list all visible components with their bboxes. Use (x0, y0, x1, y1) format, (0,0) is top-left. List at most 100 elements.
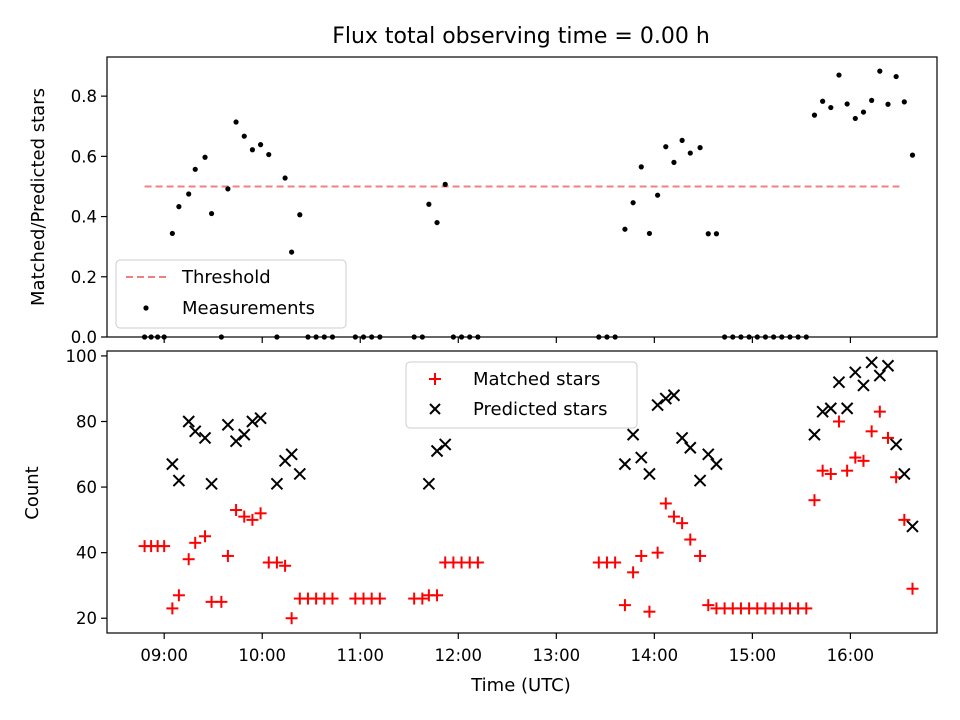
bottom-x-axis: 09:00 10:00 11:00 12:00 13:00 14:00 15:00 16:00 (140, 633, 874, 665)
matched-star-point (808, 494, 821, 507)
predicted-star-point (246, 415, 259, 428)
predicted-star-point (816, 405, 829, 418)
top-plot-area: 0.0 0.2 0.4 0.6 0.8 (71, 56, 938, 347)
matched-star-point (667, 510, 680, 523)
legend-predicted-swatch (429, 403, 441, 415)
bottom-x-tick-label: 14:00 (631, 646, 679, 665)
predicted-star-point (618, 457, 632, 471)
predicted-stars-series (166, 356, 919, 533)
matched-star-point (702, 599, 715, 612)
predicted-star-point (808, 428, 821, 441)
matched-star-point (285, 612, 298, 625)
predicted-star-point (270, 477, 284, 491)
matched-star-point (221, 549, 234, 562)
matched-star-point (898, 513, 911, 526)
measurement-point (646, 230, 653, 237)
legend-threshold-label: Threshold (181, 267, 271, 288)
legend-measurements-label: Measurements (182, 298, 315, 319)
predicted-star-point (702, 448, 715, 461)
top-axes-frame (106, 56, 938, 338)
measurement-point (442, 181, 448, 187)
measurement-point (687, 150, 693, 156)
top-y-tick-label: 0.8 (71, 87, 97, 106)
matched-star-point (906, 582, 919, 595)
matched-star-point (659, 497, 672, 510)
measurement-point (705, 231, 711, 237)
measurement-point (901, 99, 907, 105)
matched-star-point (841, 464, 854, 477)
measurement-point (186, 191, 192, 197)
predicted-star-point (898, 467, 911, 481)
bottom-x-tick-label: 13:00 (533, 646, 581, 665)
measurement-point (630, 200, 636, 206)
measurement-point (192, 166, 198, 172)
bottom-y-tick-label: 80 (76, 413, 97, 432)
bottom-x-tick-label: 11:00 (336, 646, 384, 665)
predicted-star-point (172, 474, 186, 487)
predicted-star-point (182, 415, 195, 428)
top-legend: Threshold Measurements (115, 259, 347, 329)
predicted-star-point (840, 402, 854, 415)
legend-measurements-swatch (143, 305, 149, 311)
predicted-star-point (873, 369, 887, 382)
matched-star-point (158, 540, 171, 553)
bottom-axes-frame (106, 350, 938, 634)
bottom-x-tick-label: 12:00 (434, 646, 482, 665)
predicted-star-point (205, 477, 218, 491)
matched-stars-series (138, 405, 919, 625)
matched-star-point (270, 556, 283, 569)
matched-star-point (471, 556, 484, 569)
top-y-tick-label: 0.0 (71, 328, 97, 347)
predicted-star-point (857, 379, 870, 392)
matched-star-point (431, 589, 444, 602)
predicted-star-point (849, 366, 862, 379)
measurement-point (289, 249, 295, 255)
matched-star-point (881, 431, 894, 444)
predicted-star-point (189, 425, 202, 438)
matched-star-point (849, 451, 862, 464)
top-y-tick-label: 0.6 (71, 147, 97, 166)
matched-star-point (254, 507, 267, 520)
predicted-star-point (238, 428, 251, 441)
top-legend-box (115, 259, 347, 329)
measurement-point (869, 97, 875, 103)
measurement-point (877, 68, 883, 74)
predicted-star-point (198, 431, 212, 445)
measurement-point (169, 230, 175, 237)
measurement-point (697, 145, 703, 151)
matched-star-point (373, 592, 386, 605)
predicted-star-point (254, 412, 267, 425)
matched-star-point (189, 536, 202, 549)
measurement-point (282, 175, 288, 181)
measurement-point (208, 210, 215, 217)
top-y-axis-label: Matched/Predicted stars (28, 88, 49, 306)
matched-star-point (326, 592, 339, 605)
measurement-point (241, 133, 247, 139)
measurement-point (225, 186, 231, 192)
matched-star-point (832, 415, 845, 428)
measurement-point (828, 104, 834, 111)
measurement-point (249, 147, 256, 153)
measurement-point (297, 212, 303, 218)
measurement-point (202, 154, 208, 160)
matched-star-point (279, 559, 292, 572)
top-chart-title: Flux total observing time = 0.00 h (332, 24, 710, 49)
predicted-star-point (693, 474, 707, 487)
matched-star-point (694, 549, 707, 562)
predicted-star-point (865, 356, 878, 369)
predicted-star-point (643, 467, 656, 481)
matched-star-point (865, 425, 878, 438)
measurement-point (233, 119, 239, 125)
predicted-star-point (889, 438, 903, 451)
matched-star-point (182, 553, 195, 566)
measurement-point (266, 151, 272, 158)
measurement-point (622, 226, 628, 232)
matched-star-point (816, 464, 829, 477)
predicted-star-point (430, 444, 444, 458)
matched-star-point (238, 510, 251, 523)
top-y-tick-label: 0.4 (71, 208, 97, 227)
predicted-star-point (684, 441, 697, 454)
predicted-star-point (293, 467, 307, 481)
matched-star-point (172, 589, 185, 602)
